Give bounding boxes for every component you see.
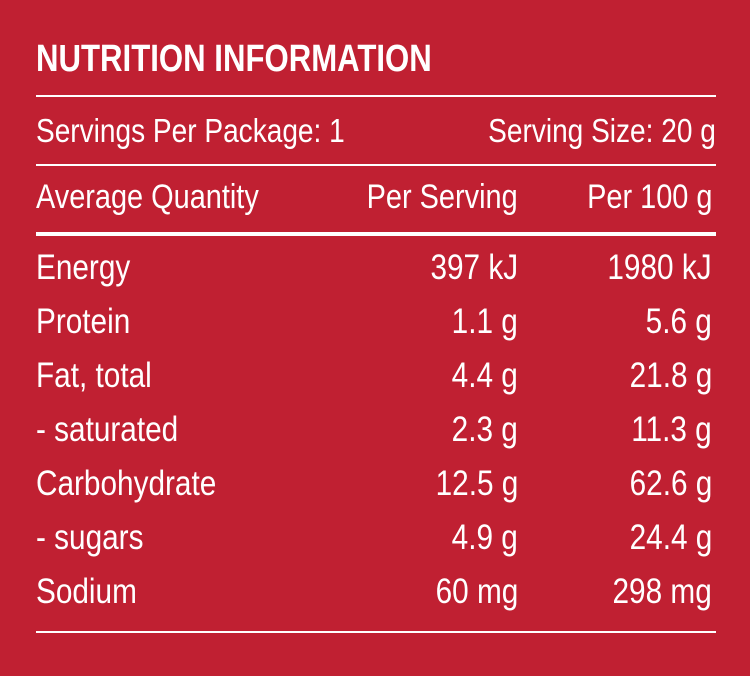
nutrient-name: Sodium bbox=[36, 572, 137, 611]
panel-title: NUTRITION INFORMATION bbox=[36, 38, 432, 80]
table-header-row: Average Quantity Per Serving Per 100 g bbox=[36, 178, 716, 222]
header-average-quantity: Average Quantity bbox=[36, 178, 259, 216]
nutrient-name: Protein bbox=[36, 302, 131, 341]
table-row: Sodium 60 mg 298 mg bbox=[36, 570, 716, 624]
nutrient-name: Fat, total bbox=[36, 356, 152, 395]
nutrient-per-100g: 21.8 g bbox=[629, 356, 712, 395]
nutrient-name: - sugars bbox=[36, 518, 144, 557]
header-per-serving: Per Serving bbox=[367, 178, 518, 216]
table-row: - saturated 2.3 g 11.3 g bbox=[36, 408, 716, 462]
nutrient-per-100g: 24.4 g bbox=[629, 518, 712, 557]
nutrient-per-100g: 62.6 g bbox=[629, 464, 712, 503]
nutrient-name: Carbohydrate bbox=[36, 464, 217, 503]
nutrient-per-serving: 2.3 g bbox=[451, 410, 518, 449]
nutrient-name: Energy bbox=[36, 248, 131, 287]
nutrient-per-100g: 5.6 g bbox=[645, 302, 712, 341]
nutrient-per-serving: 4.9 g bbox=[451, 518, 518, 557]
nutrient-per-100g: 11.3 g bbox=[631, 410, 712, 449]
table-row: Energy 397 kJ 1980 kJ bbox=[36, 246, 716, 300]
table-row: Protein 1.1 g 5.6 g bbox=[36, 300, 716, 354]
divider-top bbox=[36, 95, 716, 97]
table-row: Carbohydrate 12.5 g 62.6 g bbox=[36, 462, 716, 516]
nutrition-panel: NUTRITION INFORMATION Servings Per Packa… bbox=[36, 0, 716, 676]
nutrient-per-100g: 1980 kJ bbox=[607, 248, 712, 287]
serving-size: Serving Size: 20 g bbox=[488, 112, 716, 149]
nutrient-per-serving: 60 mg bbox=[435, 572, 518, 611]
nutrient-rows: Energy 397 kJ 1980 kJ Protein 1.1 g 5.6 … bbox=[36, 246, 716, 624]
nutrient-per-serving: 397 kJ bbox=[430, 248, 518, 287]
table-row: Fat, total 4.4 g 21.8 g bbox=[36, 354, 716, 408]
serving-info-row: Servings Per Package: 1 Serving Size: 20… bbox=[36, 112, 716, 156]
nutrient-per-serving: 12.5 g bbox=[435, 464, 518, 503]
nutrient-name: - saturated bbox=[36, 410, 179, 449]
servings-per-package: Servings Per Package: 1 bbox=[36, 112, 345, 149]
nutrient-per-serving: 4.4 g bbox=[451, 356, 518, 395]
table-row: - sugars 4.9 g 24.4 g bbox=[36, 516, 716, 570]
header-per-100g: Per 100 g bbox=[586, 178, 712, 216]
nutrient-per-100g: 298 mg bbox=[612, 572, 712, 611]
divider-bottom bbox=[36, 631, 716, 633]
divider-serving bbox=[36, 164, 716, 166]
divider-header bbox=[36, 232, 716, 236]
nutrient-per-serving: 1.1 g bbox=[451, 302, 518, 341]
